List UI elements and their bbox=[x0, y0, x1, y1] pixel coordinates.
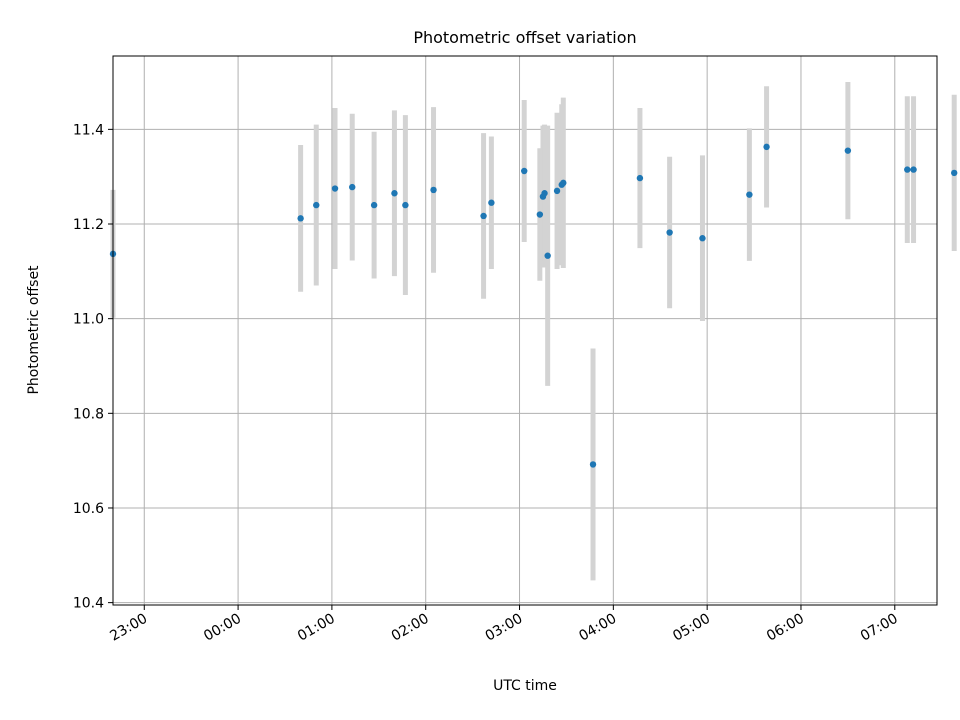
data-point bbox=[521, 167, 528, 175]
data-point bbox=[910, 166, 917, 173]
data-point bbox=[560, 179, 567, 187]
data-point bbox=[553, 187, 561, 195]
y-axis-ticks: 10.4 10.6 10.8 11.0 11.2 11.4 bbox=[73, 122, 113, 612]
data-point bbox=[589, 461, 597, 468]
data-point bbox=[391, 190, 398, 197]
y-tick-label: 10.8 bbox=[73, 406, 104, 422]
plot-area bbox=[109, 55, 958, 606]
y-tick-label: 11.2 bbox=[73, 217, 104, 233]
data-point bbox=[313, 201, 320, 209]
data-point bbox=[541, 190, 548, 197]
y-tick-label: 10.4 bbox=[73, 596, 104, 612]
data-point bbox=[636, 174, 644, 182]
y-tick-label: 10.6 bbox=[73, 501, 104, 517]
data-point bbox=[402, 201, 409, 209]
y-tick-label: 11.4 bbox=[73, 122, 104, 138]
data-point bbox=[536, 211, 544, 218]
data-point bbox=[763, 143, 770, 151]
data-point bbox=[699, 235, 706, 242]
grid-lines bbox=[113, 56, 937, 605]
data-point bbox=[331, 185, 339, 192]
data-point bbox=[297, 215, 304, 222]
chart-title: Photometric offset variation bbox=[413, 28, 636, 47]
data-point bbox=[430, 186, 437, 194]
data-points bbox=[109, 143, 958, 468]
x-axis-label: UTC time bbox=[493, 678, 557, 694]
y-tick-label: 11.0 bbox=[73, 312, 104, 328]
data-point bbox=[666, 229, 673, 236]
data-point bbox=[488, 199, 495, 206]
data-point bbox=[844, 147, 852, 154]
data-point bbox=[544, 252, 551, 259]
axes-frame bbox=[112, 55, 938, 606]
y-axis-label: Photometric offset bbox=[26, 265, 42, 395]
data-point bbox=[480, 212, 487, 220]
data-point bbox=[349, 183, 356, 191]
data-point bbox=[746, 191, 753, 198]
data-point bbox=[904, 166, 911, 173]
data-point bbox=[950, 169, 958, 177]
data-point bbox=[370, 201, 378, 209]
